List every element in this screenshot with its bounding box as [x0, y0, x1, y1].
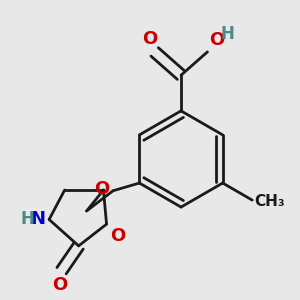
- Text: O: O: [209, 32, 224, 50]
- Text: O: O: [52, 276, 68, 294]
- Text: CH₃: CH₃: [255, 194, 285, 209]
- Text: O: O: [94, 180, 109, 198]
- Text: N: N: [30, 210, 45, 228]
- Text: H: H: [220, 25, 234, 43]
- Text: H: H: [20, 210, 34, 228]
- Text: O: O: [110, 227, 125, 245]
- Text: O: O: [142, 30, 158, 48]
